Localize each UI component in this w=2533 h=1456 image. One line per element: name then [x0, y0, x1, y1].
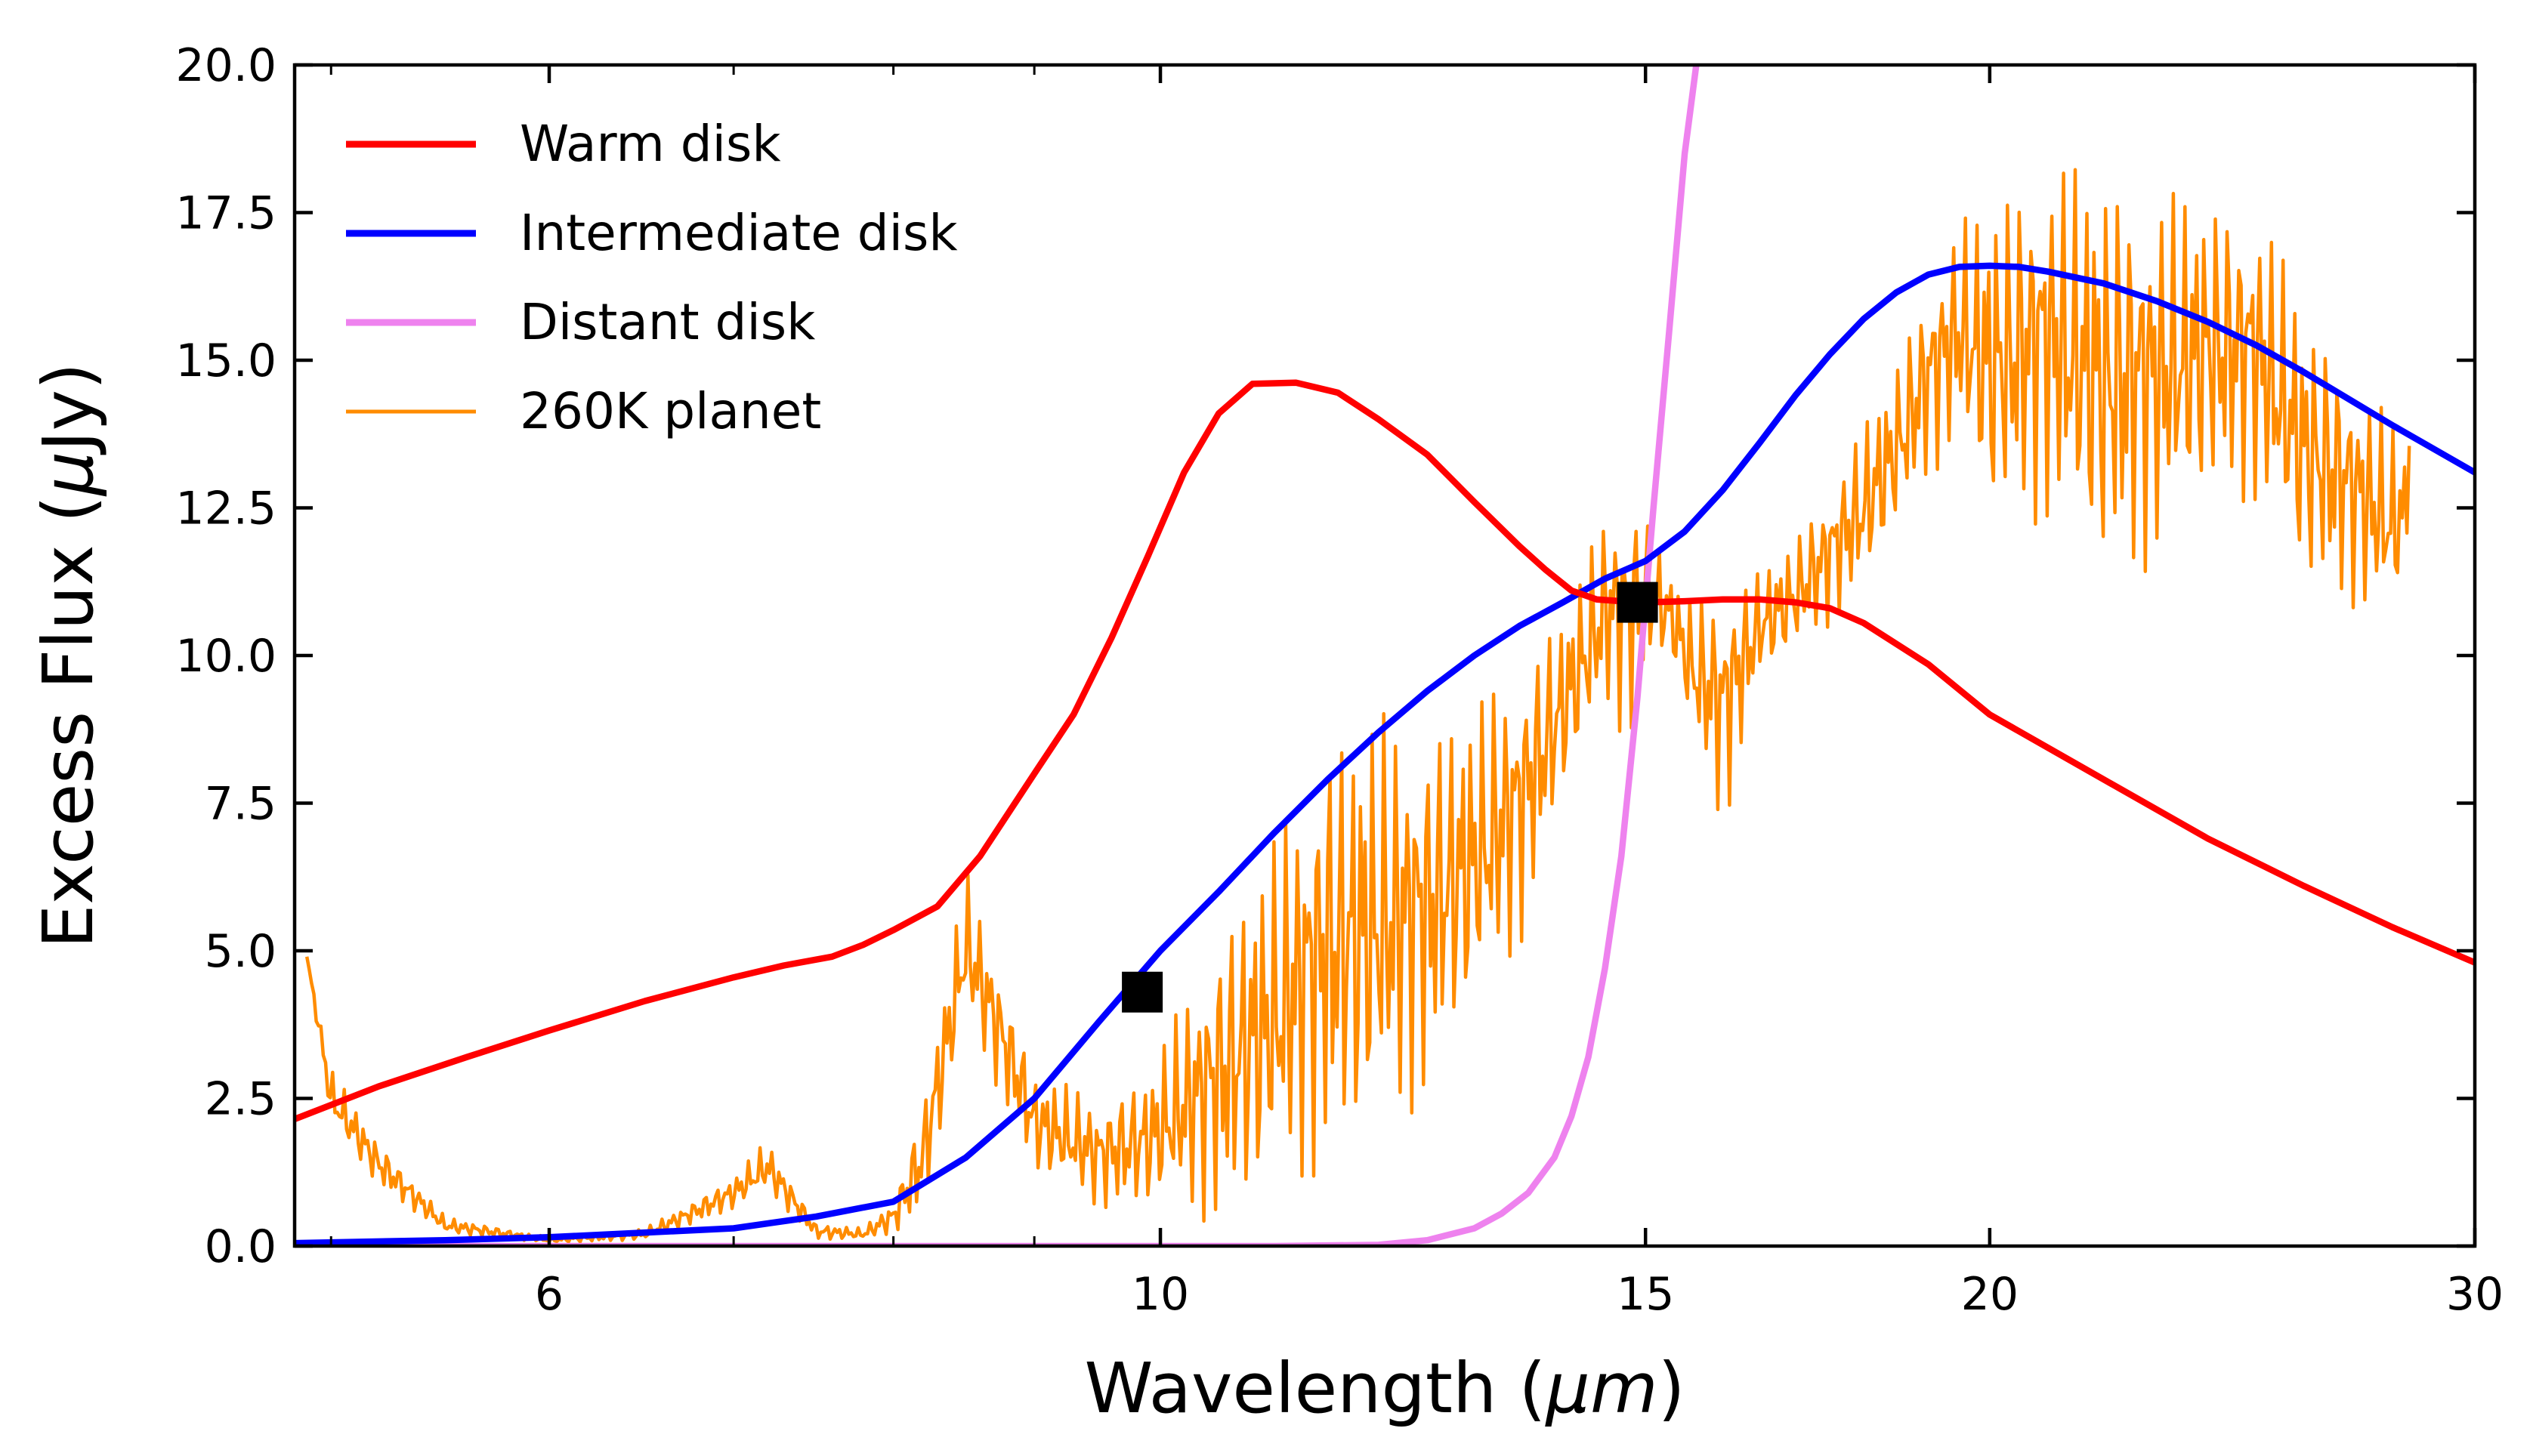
legend-label-planet: 260K planet [520, 382, 821, 440]
x-axis-title-post: ) [1658, 1348, 1685, 1429]
x-tick-label: 6 [535, 1268, 564, 1321]
y-tick-label: 10.0 [175, 630, 276, 683]
y-tick-label: 12.5 [175, 483, 276, 535]
y-tick-label: 17.5 [175, 187, 276, 240]
y-axis-title: Excess Flux (μJy) [28, 362, 109, 949]
y-axis-title-pre: Excess Flux ( [28, 495, 109, 949]
legend-label-intermediate-disk: Intermediate disk [520, 204, 958, 262]
x-axis-title-pre: Wavelength ( [1085, 1348, 1546, 1429]
series-line-warm-disk [295, 379, 2475, 1123]
x-tick-label: 10 [1132, 1268, 1189, 1321]
y-axis-title-symbol: μ [28, 452, 109, 498]
marker-square-1 [1122, 971, 1163, 1013]
legend-label-warm-disk: Warm disk [520, 115, 781, 173]
y-tick-label: 15.0 [175, 335, 276, 387]
x-axis-title: Wavelength (μm) [1085, 1348, 1685, 1429]
y-axis-title-post: Jy) [28, 362, 109, 455]
y-tick-label: 20.0 [175, 39, 276, 92]
legend: Warm disk Intermediate disk Distant disk… [346, 115, 958, 440]
marker-square-2 [1617, 581, 1658, 623]
x-tick-label: 30 [2446, 1268, 2504, 1321]
y-tick-label: 2.5 [205, 1073, 276, 1126]
x-tick-label: 15 [1617, 1268, 1674, 1321]
y-tick-label: 0.0 [205, 1220, 276, 1273]
plot-frame [292, 63, 2477, 1248]
legend-label-distant-disk: Distant disk [520, 293, 816, 351]
x-tick-label: 20 [1961, 1268, 2019, 1321]
y-tick-label: 7.5 [205, 778, 276, 831]
labels-layer: 0.0 2.5 5.0 7.5 10.0 12.5 15.0 17.5 20.0 6 10 15 20 3… [175, 39, 2504, 1321]
x-axis-title-symbol: μm [1544, 1348, 1657, 1429]
y-tick-label: 5.0 [205, 925, 276, 978]
series-line-intermediate-disk [295, 262, 2475, 1246]
